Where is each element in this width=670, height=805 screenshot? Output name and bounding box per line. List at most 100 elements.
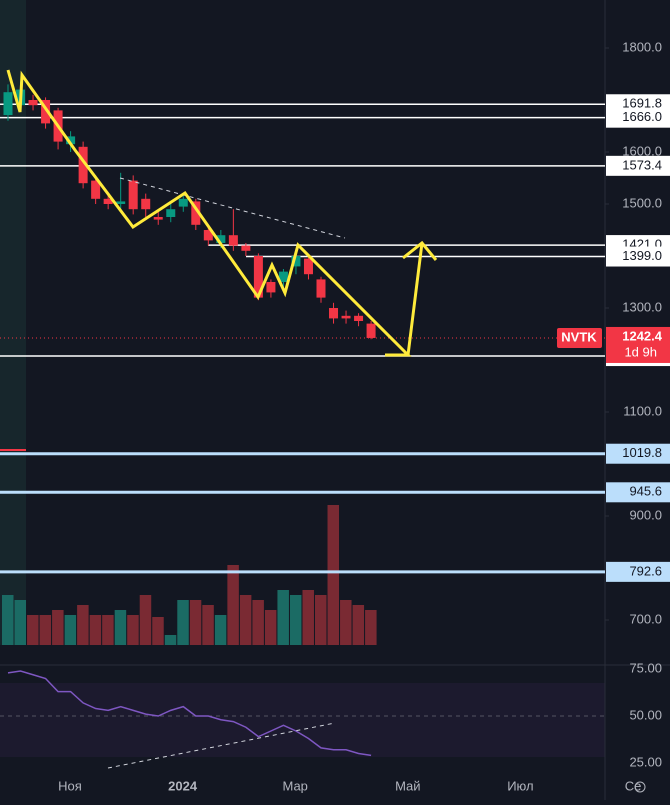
- level-label-box: [606, 246, 670, 267]
- volume-bar: [39, 615, 52, 645]
- candle-body: [3, 92, 13, 116]
- level-label: 945.6: [629, 484, 662, 499]
- drawing-zigzag: [6, 69, 412, 357]
- volume-bar: [189, 600, 202, 645]
- candle-body: [28, 99, 38, 106]
- last-price-label: 1242.4: [622, 328, 663, 343]
- volume-bar: [365, 610, 377, 645]
- candle-body: [116, 201, 126, 205]
- volume-bar: [127, 615, 139, 645]
- y-tick-label: 1300.0: [622, 299, 662, 314]
- y-tick-label: 1500.0: [622, 195, 662, 210]
- x-tick-label: Мар: [282, 778, 307, 793]
- level-label: 1691.8: [622, 96, 662, 111]
- volume-bar: [302, 590, 314, 645]
- level-label-box: [606, 482, 670, 503]
- candle-body: [316, 279, 326, 298]
- volume-bar: [77, 605, 89, 645]
- candle-body: [253, 256, 263, 298]
- candle-body: [178, 198, 188, 207]
- volume-bar: [52, 610, 64, 645]
- level-label: 792.6: [629, 563, 662, 578]
- volume-bar: [327, 505, 340, 645]
- volume-bar: [102, 615, 114, 645]
- rsi-tick-label: 75.00: [629, 661, 662, 676]
- candle-body: [241, 245, 251, 251]
- volume-bar: [264, 610, 277, 645]
- x-tick-label: Ноя: [58, 778, 82, 793]
- volume-bar: [64, 615, 77, 645]
- volume-bar: [252, 600, 264, 645]
- x-tick-label: 2024: [168, 778, 198, 793]
- candle-body: [278, 271, 288, 283]
- candle-body: [66, 136, 76, 145]
- level-label-box: [606, 107, 670, 128]
- rsi-band: [0, 683, 605, 757]
- y-tick-label: 700.0: [629, 611, 662, 626]
- candle-body: [128, 180, 138, 210]
- candle-body: [166, 209, 176, 218]
- symbol-box: [557, 327, 602, 348]
- volume-bar: [14, 600, 27, 645]
- x-tick-label: Май: [395, 778, 420, 793]
- countdown-label: 1d 9h: [624, 344, 657, 359]
- y-tick-label: 1900.0: [622, 0, 662, 2]
- volume-bar: [114, 610, 127, 645]
- level-label: 1573.4: [622, 157, 662, 172]
- level-label: 1666.0: [622, 109, 662, 124]
- candle-body: [366, 323, 376, 338]
- candle-body: [216, 235, 226, 244]
- volume-bar: [340, 600, 352, 645]
- candle-body: [341, 315, 351, 319]
- volume-bar: [352, 605, 365, 645]
- trend-line: [119, 177, 346, 239]
- candle-body: [141, 198, 151, 210]
- volume-bar: [139, 595, 152, 645]
- volume-bar: [214, 615, 227, 645]
- rsi-line: [7, 670, 372, 757]
- price-box: [606, 326, 670, 363]
- candle-body: [303, 258, 313, 275]
- volume-bar: [152, 617, 164, 645]
- volume-bar: [89, 615, 102, 645]
- volume-bar: [202, 605, 214, 645]
- y-tick-label: 1600.0: [622, 143, 662, 158]
- candle-body: [354, 315, 364, 322]
- level-label: 1019.8: [622, 445, 662, 460]
- volume-bar: [227, 565, 239, 645]
- y-tick-label: 1800.0: [622, 39, 662, 54]
- candle-body: [153, 217, 163, 220]
- rsi-tick-label: 25.00: [629, 754, 662, 769]
- candle-body: [103, 198, 113, 205]
- volume-bar: [2, 595, 14, 645]
- level-label: 1399.0: [622, 248, 662, 263]
- y-tick-label: 900.0: [629, 507, 662, 522]
- volume-bar: [164, 635, 177, 645]
- candle-body: [329, 308, 339, 319]
- volume-bar: [177, 600, 189, 645]
- volume-bar: [289, 595, 302, 645]
- rsi-trend-line: [107, 722, 336, 769]
- candle-body: [191, 201, 201, 225]
- x-tick-label: Июл: [507, 778, 533, 793]
- drawing-arrowhead: [402, 240, 438, 261]
- y-tick-label: 1100.0: [623, 403, 662, 418]
- volume-bar: [239, 595, 252, 645]
- drawing-arrow: [406, 242, 424, 356]
- level-label-box: [606, 443, 670, 464]
- candle-body: [78, 146, 88, 184]
- x-tick-label: Се: [625, 778, 642, 793]
- volume-bar: [315, 595, 327, 645]
- candle-body: [41, 99, 51, 124]
- rsi-tick-label: 50.00: [629, 707, 662, 722]
- volume-bar: [277, 590, 289, 645]
- volume-bar: [27, 615, 39, 645]
- symbol-label: NVTK: [561, 329, 597, 344]
- settings-icon[interactable]: [634, 781, 646, 793]
- candle-body: [266, 282, 276, 293]
- level-label-box: [606, 155, 670, 176]
- candle-body: [203, 230, 213, 241]
- candle-body: [291, 256, 301, 267]
